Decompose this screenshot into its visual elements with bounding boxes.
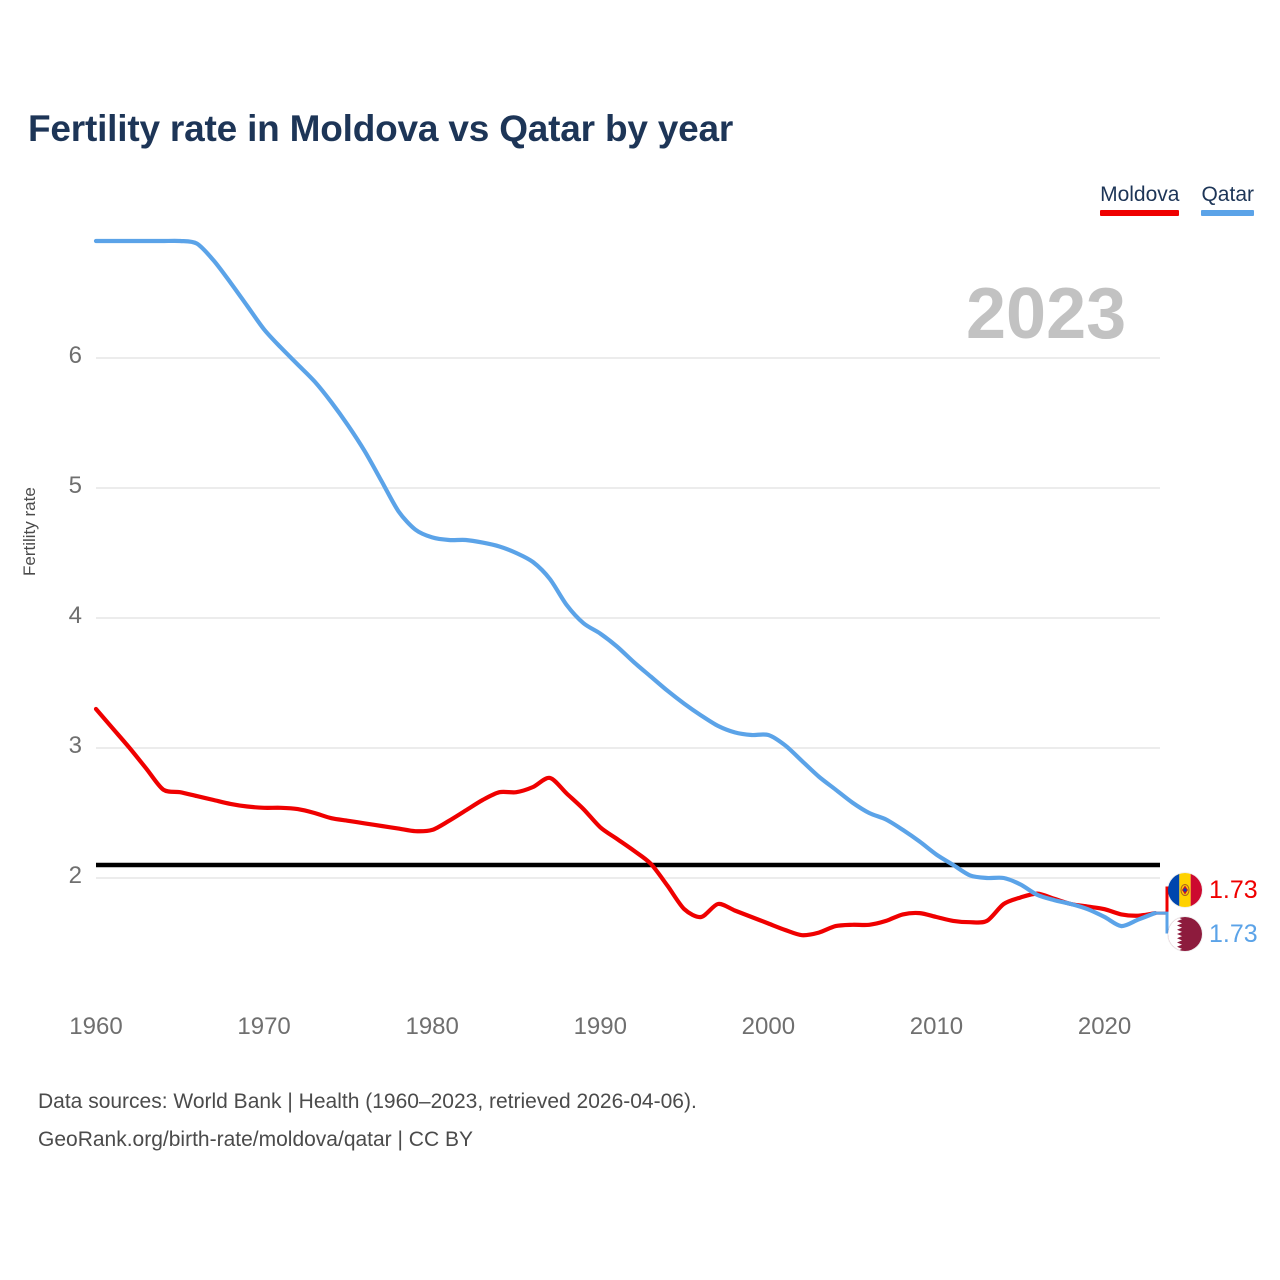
- data-series: [93, 238, 1158, 938]
- series-line-qatar[interactable]: [93, 238, 1158, 929]
- x-tick-label: 2000: [741, 1013, 796, 1040]
- x-tick-label: 2020: [1077, 1013, 1132, 1040]
- legend-item-qatar[interactable]: Qatar: [1201, 182, 1254, 216]
- y-tick-label: 2: [68, 862, 82, 889]
- page-title: Fertility rate in Moldova vs Qatar by ye…: [28, 108, 734, 149]
- qatar-flag-icon: [1168, 917, 1202, 951]
- y-tick-label: 6: [68, 342, 82, 369]
- moldova-flag-icon: [1168, 873, 1202, 907]
- footer-line-2: GeoRank.org/birth-rate/moldova/qatar | C…: [38, 1128, 473, 1151]
- footer: Data sources: World Bank | Health (1960–…: [38, 1083, 697, 1159]
- y-tick-label: 4: [68, 602, 82, 629]
- end-value-moldova: 1.73: [1209, 875, 1258, 904]
- x-tick-label: 1980: [405, 1013, 459, 1040]
- y-tick-label: 5: [68, 472, 82, 499]
- x-tick-label: 1960: [69, 1013, 123, 1040]
- series-line-moldova[interactable]: [93, 706, 1158, 938]
- legend-swatch-qatar: [1201, 210, 1254, 216]
- end-label-moldova[interactable]: 1.73: [1168, 868, 1280, 912]
- chart-legend: Moldova Qatar: [1100, 182, 1254, 216]
- legend-item-moldova[interactable]: Moldova: [1100, 182, 1180, 216]
- y-tick-label: 3: [68, 732, 82, 759]
- end-value-labels: 1.73 1.73: [1168, 868, 1280, 956]
- footer-line-1: Data sources: World Bank | Health (1960–…: [38, 1090, 697, 1113]
- x-tick-label: 1990: [573, 1013, 627, 1040]
- legend-label-qatar: Qatar: [1201, 183, 1254, 206]
- end-value-qatar: 1.73: [1209, 919, 1258, 948]
- year-watermark: 2023: [966, 274, 1127, 354]
- x-tick-label: 1970: [237, 1013, 291, 1040]
- legend-label-moldova: Moldova: [1100, 183, 1180, 206]
- legend-swatch-moldova: [1100, 210, 1180, 216]
- end-label-qatar[interactable]: 1.73: [1168, 912, 1280, 956]
- gridlines: [96, 357, 1160, 879]
- x-tick-label: 2010: [909, 1013, 964, 1040]
